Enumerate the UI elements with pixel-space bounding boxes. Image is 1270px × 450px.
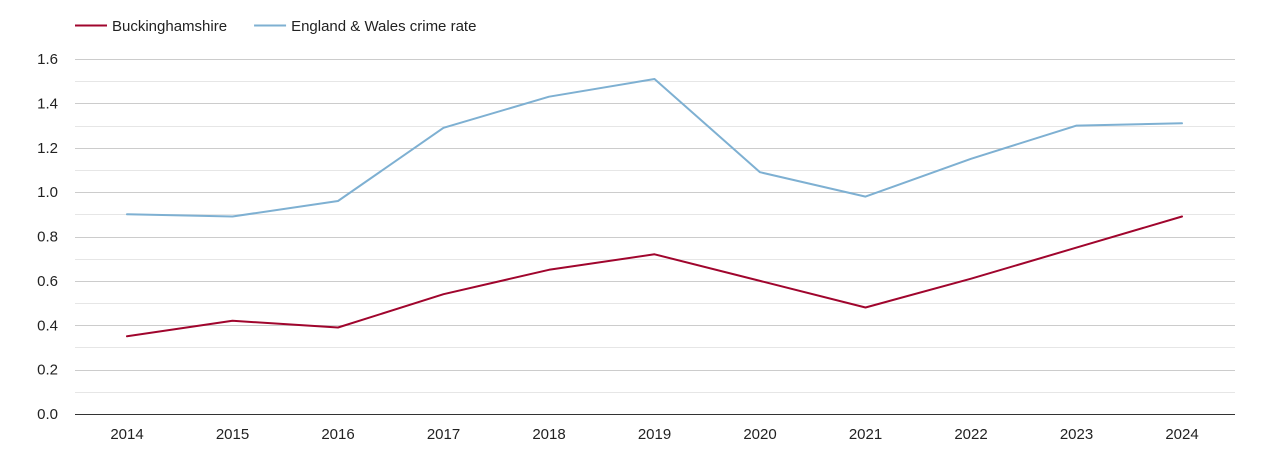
x-tick-label: 2024: [1165, 426, 1198, 443]
legend: Buckinghamshire England & Wales crime rat…: [75, 18, 476, 35]
y-tick-label: 0.8: [37, 229, 58, 246]
y-tick-label: 1.6: [37, 51, 58, 68]
x-tick-label: 2016: [321, 426, 354, 443]
gridlines: [75, 59, 1235, 393]
y-tick-label: 1.2: [37, 140, 58, 157]
x-axis: 2014 2015 2016 2017 2018 2019 2020 2021 2022 2023…: [75, 414, 1235, 443]
series-lines: [126, 78, 1183, 338]
series-line-buckinghamshire: [126, 215, 1183, 338]
legend-item: England & Wales crime rate: [254, 18, 476, 35]
series-line-england-wales-crime-rate: [126, 78, 1183, 218]
y-tick-label: 1.0: [37, 184, 58, 201]
y-tick-label: 0.0: [37, 406, 58, 423]
legend-label: England & Wales crime rate: [291, 18, 476, 35]
x-tick-label: 2015: [216, 426, 249, 443]
x-tick-label: 2014: [110, 426, 143, 443]
x-tick-label: 2022: [954, 426, 987, 443]
x-tick-label: 2023: [1060, 426, 1093, 443]
legend-item: Buckinghamshire: [75, 18, 227, 35]
x-tick-label: 2021: [849, 426, 882, 443]
y-axis: 0.0 0.2 0.4 0.6 0.8 1.0 1.2 1.4 1.6: [37, 51, 58, 423]
x-tick-label: 2017: [427, 426, 460, 443]
y-tick-label: 0.4: [37, 317, 58, 334]
y-tick-label: 0.2: [37, 362, 58, 379]
x-tick-label: 2019: [638, 426, 671, 443]
y-tick-label: 0.6: [37, 273, 58, 290]
x-tick-label: 2018: [532, 426, 565, 443]
x-tick-label: 2020: [743, 426, 776, 443]
y-tick-label: 1.4: [37, 95, 58, 112]
legend-label: Buckinghamshire: [112, 18, 227, 35]
